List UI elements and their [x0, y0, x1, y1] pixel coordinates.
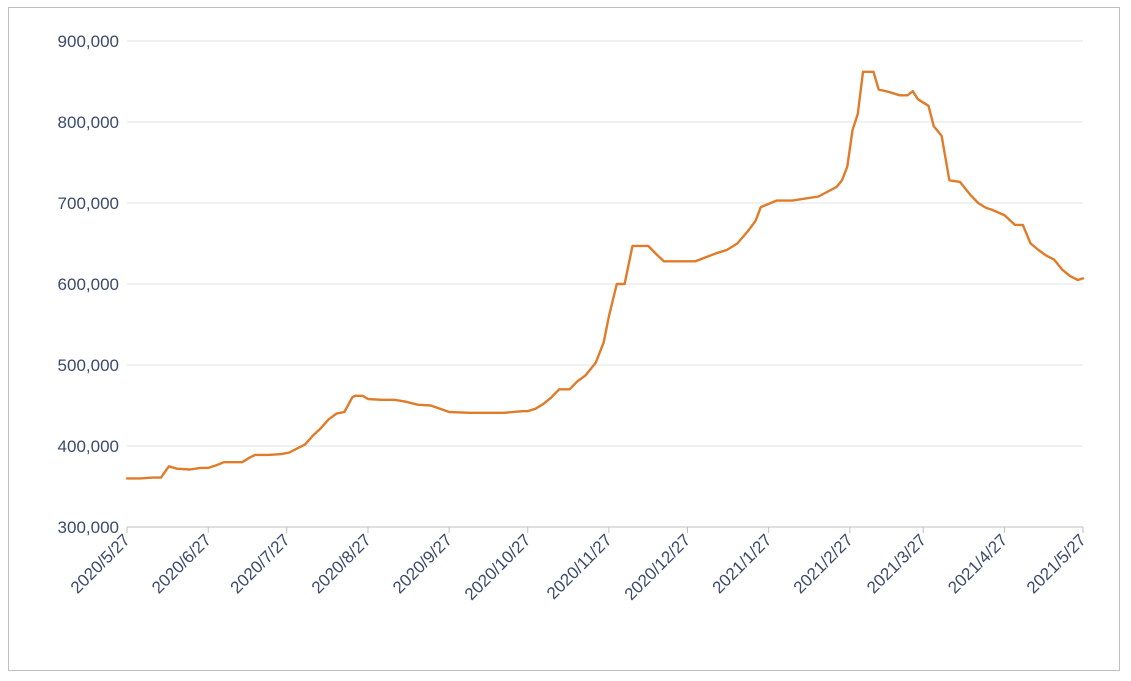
line-chart: 300,000 400,000 500,000 600,000 700,000 800,0…	[58, 32, 1090, 604]
x-tick-label: 2020/8/27	[308, 530, 375, 597]
x-tick-label: 2020/6/27	[148, 530, 215, 597]
x-tick-label: 2021/3/27	[863, 530, 930, 597]
x-tick-label: 2020/7/27	[227, 530, 294, 597]
x-tick-label: 2020/12/27	[621, 530, 695, 604]
y-tick-label: 600,000	[58, 275, 119, 294]
x-tick-label: 2020/11/27	[543, 530, 616, 603]
y-tick-label: 800,000	[58, 113, 119, 132]
chart-frame: 300,000 400,000 500,000 600,000 700,000 800,0…	[8, 7, 1120, 671]
x-tick-label: 2021/5/27	[1023, 530, 1090, 597]
x-tick-label: 2020/5/27	[67, 530, 134, 597]
price-series-line	[125, 70, 1085, 480]
x-tick-label: 2021/2/27	[790, 530, 857, 597]
x-tick-label: 2020/9/27	[389, 530, 456, 597]
y-tick-label: 500,000	[58, 356, 119, 375]
y-tick-label: 400,000	[58, 437, 119, 456]
x-tick-label: 2021/4/27	[944, 530, 1011, 597]
y-tick-label: 300,000	[58, 518, 119, 537]
y-tick-label: 900,000	[58, 32, 119, 51]
x-tick-label: 2021/1/27	[709, 530, 776, 597]
y-tick-label: 700,000	[58, 194, 119, 213]
x-tick-label: 2020/10/27	[461, 530, 535, 604]
